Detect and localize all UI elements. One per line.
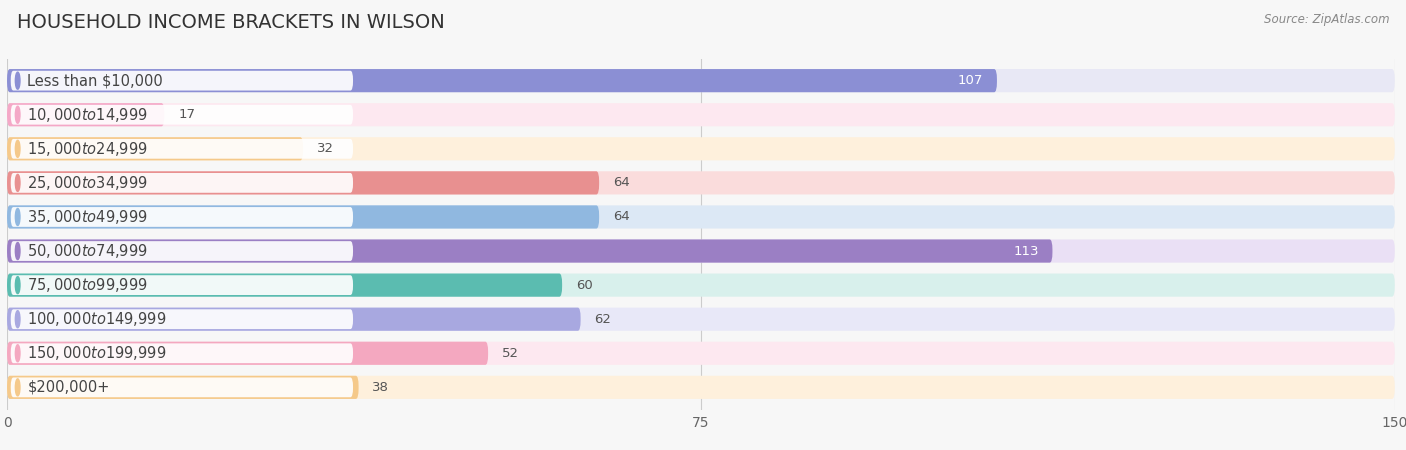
FancyBboxPatch shape <box>11 309 353 329</box>
FancyBboxPatch shape <box>7 239 1395 263</box>
Text: 60: 60 <box>576 279 593 292</box>
Text: $75,000 to $99,999: $75,000 to $99,999 <box>27 276 148 294</box>
FancyBboxPatch shape <box>7 308 1395 331</box>
FancyBboxPatch shape <box>7 171 1395 194</box>
Circle shape <box>15 140 20 158</box>
Text: 62: 62 <box>595 313 612 326</box>
FancyBboxPatch shape <box>7 69 997 92</box>
Text: $15,000 to $24,999: $15,000 to $24,999 <box>27 140 148 158</box>
FancyBboxPatch shape <box>7 239 1053 263</box>
FancyBboxPatch shape <box>11 139 353 159</box>
Circle shape <box>15 106 20 123</box>
Text: HOUSEHOLD INCOME BRACKETS IN WILSON: HOUSEHOLD INCOME BRACKETS IN WILSON <box>17 14 444 32</box>
FancyBboxPatch shape <box>7 205 599 229</box>
FancyBboxPatch shape <box>7 137 1395 160</box>
FancyBboxPatch shape <box>7 103 165 126</box>
FancyBboxPatch shape <box>11 173 353 193</box>
FancyBboxPatch shape <box>11 241 353 261</box>
Text: Source: ZipAtlas.com: Source: ZipAtlas.com <box>1264 14 1389 27</box>
Text: $35,000 to $49,999: $35,000 to $49,999 <box>27 208 148 226</box>
Circle shape <box>15 243 20 260</box>
FancyBboxPatch shape <box>7 103 1395 126</box>
FancyBboxPatch shape <box>7 69 1395 92</box>
Text: $100,000 to $149,999: $100,000 to $149,999 <box>27 310 167 328</box>
Text: 64: 64 <box>613 176 630 189</box>
FancyBboxPatch shape <box>11 378 353 397</box>
Circle shape <box>15 277 20 294</box>
Circle shape <box>15 208 20 225</box>
Text: 17: 17 <box>179 108 195 121</box>
FancyBboxPatch shape <box>11 343 353 363</box>
Text: $50,000 to $74,999: $50,000 to $74,999 <box>27 242 148 260</box>
Circle shape <box>15 174 20 191</box>
Text: $10,000 to $14,999: $10,000 to $14,999 <box>27 106 148 124</box>
FancyBboxPatch shape <box>7 171 599 194</box>
Text: Less than $10,000: Less than $10,000 <box>27 73 163 88</box>
FancyBboxPatch shape <box>11 105 353 125</box>
FancyBboxPatch shape <box>7 205 1395 229</box>
FancyBboxPatch shape <box>11 207 353 227</box>
Text: 107: 107 <box>957 74 983 87</box>
Circle shape <box>15 72 20 89</box>
Text: $25,000 to $34,999: $25,000 to $34,999 <box>27 174 148 192</box>
FancyBboxPatch shape <box>7 274 562 297</box>
FancyBboxPatch shape <box>11 71 353 90</box>
FancyBboxPatch shape <box>7 274 1395 297</box>
FancyBboxPatch shape <box>7 376 1395 399</box>
Text: 52: 52 <box>502 347 519 360</box>
Text: 113: 113 <box>1014 244 1039 257</box>
Text: 38: 38 <box>373 381 389 394</box>
FancyBboxPatch shape <box>11 275 353 295</box>
Circle shape <box>15 379 20 396</box>
FancyBboxPatch shape <box>7 342 1395 365</box>
FancyBboxPatch shape <box>7 308 581 331</box>
FancyBboxPatch shape <box>7 376 359 399</box>
Circle shape <box>15 310 20 328</box>
FancyBboxPatch shape <box>7 137 304 160</box>
FancyBboxPatch shape <box>7 342 488 365</box>
Text: 64: 64 <box>613 211 630 224</box>
Text: $150,000 to $199,999: $150,000 to $199,999 <box>27 344 167 362</box>
Text: 32: 32 <box>316 142 335 155</box>
Circle shape <box>15 345 20 362</box>
Text: $200,000+: $200,000+ <box>27 380 110 395</box>
